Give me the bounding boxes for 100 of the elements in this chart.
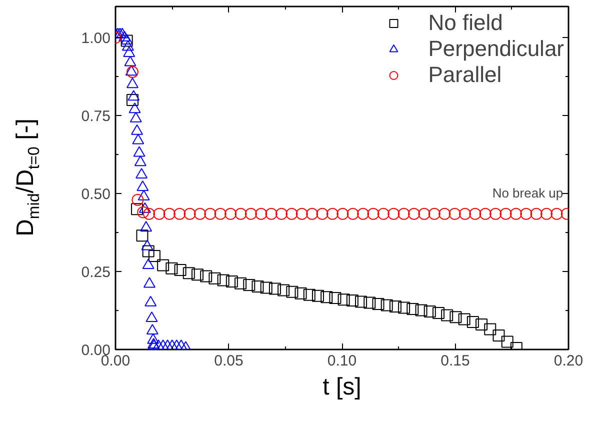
- point: [122, 40, 134, 51]
- x-tick-label: 0.05: [214, 352, 244, 370]
- point: [466, 316, 479, 328]
- y-tick-label: 0.50: [81, 186, 111, 204]
- point: [143, 277, 156, 288]
- point: [492, 329, 505, 342]
- point: [306, 208, 318, 220]
- y-tick-label: 0.25: [81, 264, 111, 282]
- point: [234, 277, 247, 290]
- point: [458, 208, 471, 220]
- point: [131, 124, 144, 135]
- point: [336, 208, 349, 220]
- point: [217, 274, 230, 286]
- point: [294, 287, 307, 300]
- point: [136, 168, 148, 179]
- point: [346, 294, 358, 307]
- point: [530, 208, 542, 220]
- point: [268, 282, 281, 295]
- legend-label: No field: [428, 10, 503, 36]
- point: [244, 208, 257, 220]
- point: [153, 208, 166, 220]
- point: [540, 208, 553, 220]
- point: [134, 156, 146, 166]
- point: [326, 208, 338, 220]
- point: [316, 208, 328, 220]
- point: [278, 284, 290, 296]
- point: [252, 280, 264, 293]
- point: [255, 208, 268, 220]
- point: [428, 208, 440, 220]
- x-tick-label: 0.20: [554, 352, 584, 370]
- point: [424, 305, 436, 318]
- point: [136, 180, 149, 192]
- point: [408, 208, 420, 220]
- point: [132, 134, 144, 144]
- point: [138, 190, 150, 200]
- point: [320, 291, 333, 304]
- point: [406, 302, 419, 315]
- point: [520, 208, 532, 220]
- x-tick-label: 0.15: [440, 352, 470, 370]
- point: [243, 278, 256, 291]
- point: [476, 318, 488, 331]
- point: [286, 208, 298, 220]
- point: [438, 208, 451, 220]
- point: [163, 208, 176, 220]
- point: [120, 34, 133, 44]
- point: [377, 208, 390, 220]
- point: [140, 221, 152, 232]
- point: [131, 203, 144, 216]
- point: [208, 272, 221, 284]
- point: [133, 146, 146, 157]
- point: [137, 206, 150, 218]
- point: [141, 240, 154, 250]
- point: [143, 208, 156, 220]
- point: [276, 208, 288, 220]
- point: [234, 208, 247, 220]
- point: [501, 336, 514, 348]
- point: [174, 208, 186, 220]
- point: [296, 208, 308, 220]
- point: [500, 208, 512, 220]
- point: [338, 294, 350, 306]
- point: [355, 296, 368, 308]
- point: [182, 267, 195, 280]
- point: [346, 208, 359, 220]
- x-tick-label: 0.10: [327, 352, 357, 370]
- point: [490, 208, 502, 220]
- point: [398, 302, 410, 314]
- point: [484, 323, 496, 336]
- point: [166, 262, 178, 274]
- point: [126, 94, 138, 106]
- point: [214, 208, 226, 220]
- point: [357, 208, 370, 220]
- point: [226, 276, 238, 288]
- point: [510, 208, 522, 220]
- point: [479, 208, 492, 220]
- point: [194, 208, 206, 220]
- point: [388, 208, 400, 220]
- point: [184, 208, 196, 220]
- point: [148, 250, 160, 262]
- point: [286, 286, 298, 298]
- y-tick-label: 0.75: [81, 108, 111, 126]
- x-axis-title: t [s]: [322, 374, 362, 400]
- point: [550, 208, 563, 220]
- point: [372, 298, 384, 310]
- point: [418, 208, 430, 220]
- point: [120, 34, 133, 47]
- point: [138, 202, 151, 213]
- point: [458, 313, 470, 326]
- annotation: No break up: [492, 185, 564, 200]
- point: [312, 290, 324, 302]
- point: [136, 230, 148, 242]
- point: [128, 102, 141, 114]
- point: [441, 309, 454, 322]
- point: [432, 307, 444, 320]
- point: [367, 208, 380, 220]
- point: [303, 288, 316, 301]
- point: [448, 208, 461, 220]
- point: [130, 112, 142, 122]
- point: [157, 259, 170, 272]
- point: [204, 208, 216, 220]
- point: [200, 270, 212, 282]
